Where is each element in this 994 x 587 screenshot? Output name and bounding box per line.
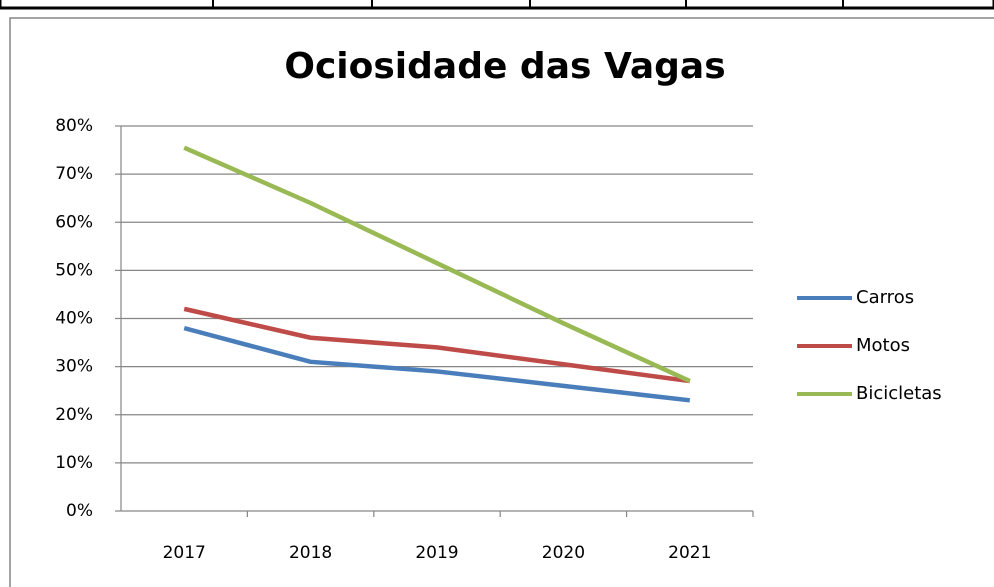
y-tick-label: 50% <box>55 260 93 280</box>
sheet-cell-borders <box>212 0 844 8</box>
y-tick-label: 70% <box>55 164 93 184</box>
legend-label: Motos <box>856 335 910 356</box>
y-tick-label: 40% <box>55 309 93 329</box>
y-tick-label: 30% <box>55 357 93 377</box>
y-tick-label: 0% <box>66 501 93 521</box>
y-tick-label: 80% <box>55 116 93 136</box>
y-tick-label: 60% <box>55 212 93 232</box>
x-tick-label: 2017 <box>163 543 206 563</box>
sheet-row <box>0 0 994 10</box>
chart-title: Ociosidade das Vagas <box>284 46 725 87</box>
x-tick-label: 2021 <box>668 543 711 563</box>
x-tick-label: 2020 <box>542 543 585 563</box>
series-line <box>183 306 691 384</box>
y-tick-label: 20% <box>55 405 93 425</box>
y-tick-label: 10% <box>55 453 93 473</box>
x-tick-label: 2018 <box>289 543 332 563</box>
x-tick-label: 2019 <box>415 543 458 563</box>
series-line <box>183 325 691 403</box>
legend-label: Carros <box>856 287 914 308</box>
chart-area <box>9 17 994 587</box>
series-line <box>183 145 691 384</box>
legend-label: Bicicletas <box>856 383 942 404</box>
